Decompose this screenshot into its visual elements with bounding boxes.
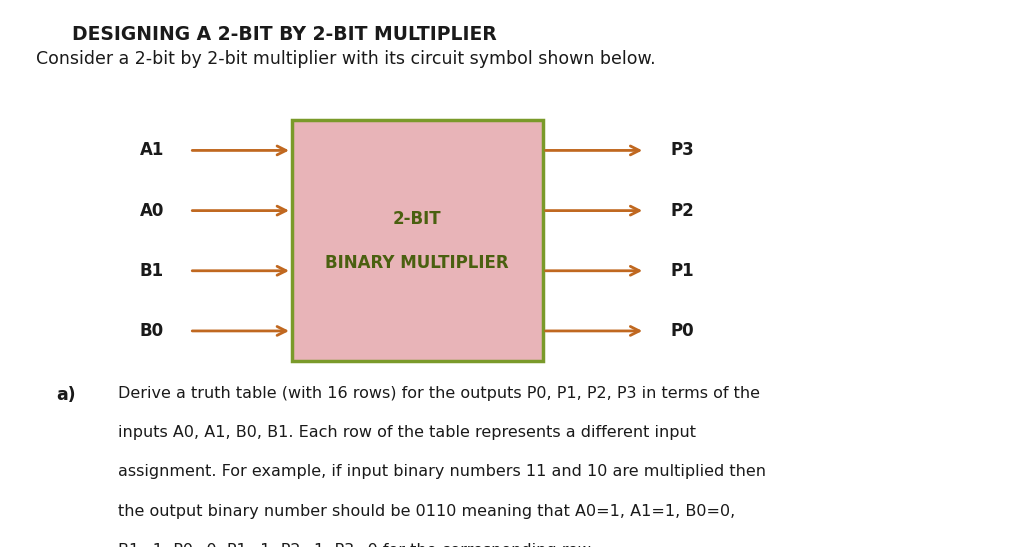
- Text: B0: B0: [139, 322, 164, 340]
- Text: P3: P3: [671, 142, 694, 159]
- Text: P2: P2: [671, 202, 694, 219]
- Text: a): a): [56, 386, 76, 404]
- Bar: [292, 120, 543, 361]
- Text: inputs A0, A1, B0, B1. Each row of the table represents a different input: inputs A0, A1, B0, B1. Each row of the t…: [118, 425, 695, 440]
- Text: assignment. For example, if input binary numbers 11 and 10 are multiplied then: assignment. For example, if input binary…: [118, 464, 766, 479]
- Text: B1=1, P0=0, P1=1, P2=1, P3=0 for the corresponding row.: B1=1, P0=0, P1=1, P2=1, P3=0 for the cor…: [118, 543, 594, 547]
- Text: A1: A1: [139, 142, 164, 159]
- Text: the output binary number should be 0110 meaning that A0=1, A1=1, B0=0,: the output binary number should be 0110 …: [118, 504, 735, 519]
- Text: A0: A0: [139, 202, 164, 219]
- Text: 2-BIT: 2-BIT: [393, 210, 441, 228]
- Text: BINARY MULTIPLIER: BINARY MULTIPLIER: [326, 254, 509, 271]
- Text: DESIGNING A 2-BIT BY 2-BIT MULTIPLIER: DESIGNING A 2-BIT BY 2-BIT MULTIPLIER: [72, 25, 497, 44]
- Text: B1: B1: [139, 262, 164, 280]
- Text: P0: P0: [671, 322, 694, 340]
- Text: Derive a truth table (with 16 rows) for the outputs P0, P1, P2, P3 in terms of t: Derive a truth table (with 16 rows) for …: [118, 386, 760, 400]
- Text: P1: P1: [671, 262, 694, 280]
- Text: Consider a 2-bit by 2-bit multiplier with its circuit symbol shown below.: Consider a 2-bit by 2-bit multiplier wit…: [36, 50, 655, 68]
